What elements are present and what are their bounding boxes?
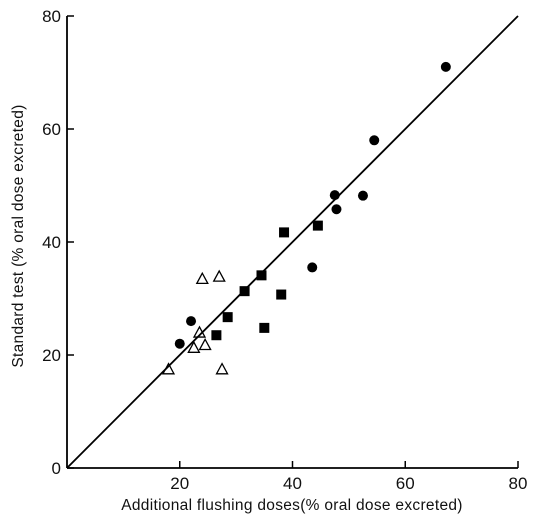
tick-labels: 0 20 40 60 80 20 40 60 80	[42, 7, 527, 493]
square-point	[259, 322, 270, 333]
identity-line-layer	[66, 15, 519, 469]
y-tick-label: 0	[52, 459, 61, 478]
y-tick-label: 20	[42, 346, 61, 365]
square-point	[279, 227, 290, 238]
y-tick-label: 60	[42, 120, 61, 139]
circle-point	[369, 135, 380, 146]
triangle-point	[215, 362, 229, 375]
square-point	[312, 220, 323, 231]
triangle-point	[212, 269, 226, 282]
square-point	[276, 289, 287, 300]
axes	[66, 15, 519, 469]
square-point	[211, 330, 222, 341]
x-tick-label: 20	[170, 474, 189, 493]
circle-point	[357, 190, 368, 201]
data-points	[161, 61, 451, 375]
triangle-point	[195, 271, 209, 285]
x-tick-label: 60	[396, 474, 415, 493]
triangle-point	[187, 340, 201, 353]
circle-point	[186, 316, 197, 327]
square-point	[239, 286, 250, 297]
y-tick-label: 40	[42, 233, 61, 252]
circle-point	[307, 262, 318, 273]
square-point	[222, 312, 233, 323]
x-tick-label: 40	[283, 474, 302, 493]
x-axis-title: Additional flushing doses(% oral dose ex…	[121, 497, 463, 514]
triangle-point	[161, 362, 176, 375]
circle-point	[331, 204, 342, 215]
identity-line	[66, 15, 519, 469]
triangle-point	[192, 325, 207, 338]
circle-point	[174, 338, 185, 349]
circle-point	[329, 190, 340, 201]
square-point	[256, 270, 267, 281]
x-tick-label: 80	[509, 474, 528, 493]
circle-point	[440, 61, 451, 72]
y-tick-label: 80	[42, 7, 61, 26]
y-axis-title: Standard test (% oral dose excreted)	[10, 104, 27, 367]
triangle-point	[198, 337, 212, 351]
